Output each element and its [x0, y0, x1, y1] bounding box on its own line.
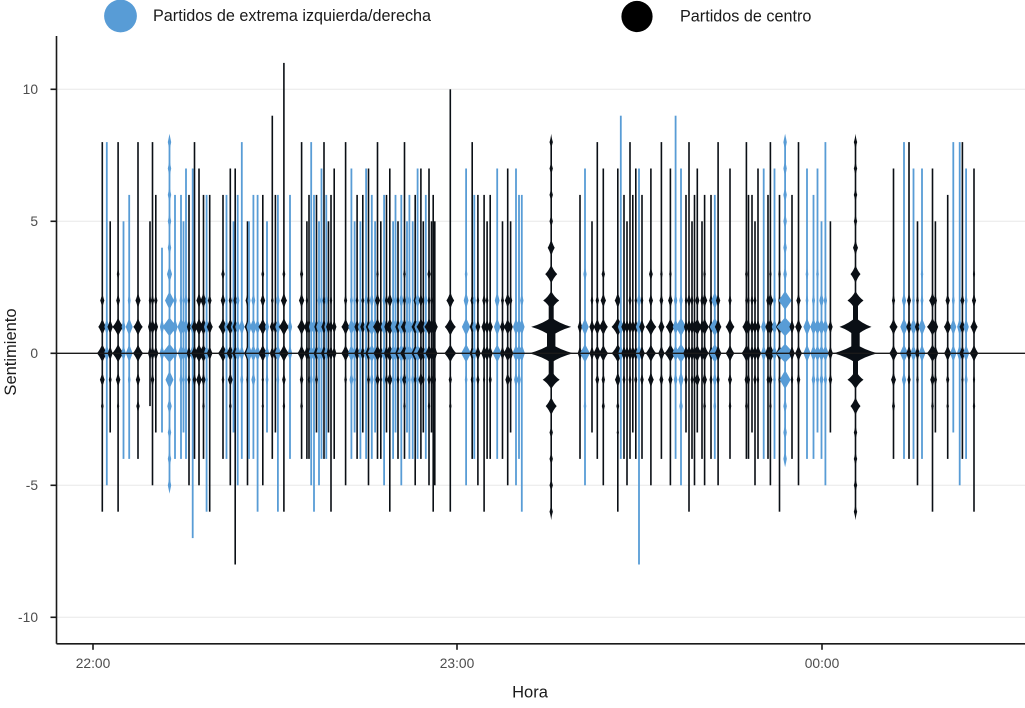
svg-text:22:00: 22:00 [76, 656, 111, 671]
svg-text:Partidos de centro: Partidos de centro [680, 8, 811, 26]
svg-text:23:00: 23:00 [440, 656, 475, 671]
svg-text:5: 5 [30, 214, 38, 229]
svg-text:-10: -10 [18, 610, 38, 625]
svg-text:Sentimiento: Sentimiento [2, 308, 20, 395]
svg-text:0: 0 [30, 346, 38, 361]
svg-text:-5: -5 [26, 478, 39, 493]
svg-text:Partidos de extrema izquierda/: Partidos de extrema izquierda/derecha [153, 7, 431, 25]
svg-text:Hora: Hora [512, 684, 549, 702]
svg-text:00:00: 00:00 [805, 656, 840, 671]
svg-text:10: 10 [23, 82, 39, 97]
